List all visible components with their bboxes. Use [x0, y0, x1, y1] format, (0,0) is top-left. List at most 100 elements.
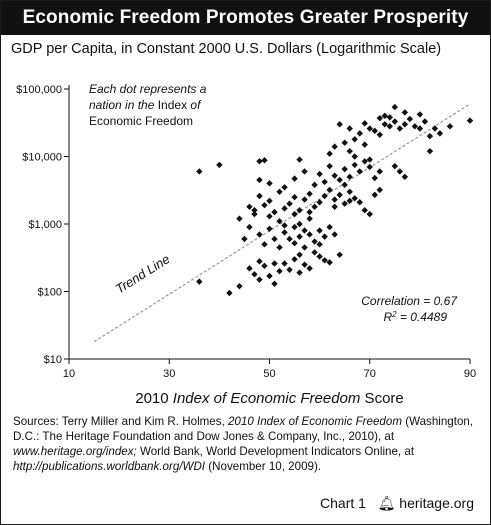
data-point: [291, 210, 298, 218]
data-point: [256, 176, 263, 184]
data-point: [426, 132, 434, 140]
data-point: [271, 235, 278, 243]
r-squared-part: 2: [391, 310, 397, 319]
data-point: [426, 147, 434, 155]
data-point: [331, 231, 338, 238]
data-point: [246, 265, 253, 272]
trend-line-label: Trend Line: [113, 251, 173, 296]
bell-icon: 🔔︎: [377, 495, 396, 511]
data-point: [316, 199, 323, 206]
data-point: [301, 168, 308, 175]
data-point: [341, 139, 348, 146]
data-point: [466, 117, 474, 124]
data-point: [251, 207, 258, 214]
data-point: [326, 162, 333, 170]
data-point: [266, 180, 273, 187]
data-point: [396, 168, 404, 175]
data-point: [301, 227, 308, 234]
data-point: [276, 267, 283, 275]
data-point: [266, 197, 273, 205]
source-publisher: (Washington, D.C.: The Heritage Foundati…: [13, 415, 474, 443]
data-point: [366, 156, 373, 163]
data-point: [436, 130, 444, 137]
source-book: 2010 Index of Economic Freedom: [227, 415, 402, 428]
r-squared-part: = 0.4489: [397, 310, 448, 324]
data-point: [396, 125, 404, 132]
data-point: [361, 207, 368, 214]
data-point: [296, 156, 303, 163]
source-worldbank: World Bank, World Development Indicators…: [136, 445, 415, 458]
data-point: [321, 178, 328, 186]
data-point: [331, 143, 338, 150]
r-squared-part: R: [383, 310, 392, 324]
source-note: Sources: Terry Miller and Kim R. Holmes,…: [13, 414, 483, 474]
y-tick-label: $10: [44, 354, 62, 366]
data-point: [331, 196, 338, 203]
data-point: [251, 210, 258, 218]
y-tick-label: $100: [38, 287, 62, 299]
data-point: [356, 199, 363, 206]
data-point: [386, 123, 393, 130]
data-point: [416, 125, 424, 132]
data-point: [326, 223, 333, 231]
trend-line: [93, 103, 471, 343]
annotation-part: Index: [158, 98, 187, 112]
data-point: [421, 118, 429, 125]
data-point: [401, 121, 409, 128]
data-point: [226, 289, 233, 297]
chart-title: Economic Freedom Promotes Greater Prospe…: [1, 1, 490, 35]
data-point: [306, 215, 313, 222]
data-point: [391, 162, 399, 170]
data-point: [271, 208, 278, 216]
data-point: [246, 223, 253, 231]
annotation-line-3: Economic Freedom: [89, 114, 193, 128]
data-point: [366, 210, 373, 218]
data-point: [311, 238, 318, 245]
data-point: [286, 235, 293, 243]
y-tick-label: $10,000: [22, 152, 62, 164]
y-tick-label: $1,000: [28, 219, 62, 231]
data-point: [371, 174, 378, 182]
data-point: [291, 175, 298, 182]
data-point: [336, 251, 343, 258]
data-point: [296, 233, 303, 240]
data-point: [381, 121, 388, 128]
data-point: [346, 197, 353, 205]
data-point: [306, 231, 313, 238]
x-tick-label: 90: [464, 368, 476, 380]
data-point: [376, 186, 383, 194]
data-point: [341, 181, 348, 189]
data-point: [366, 125, 373, 132]
y-tick-label: $100,000: [16, 84, 62, 96]
x-tick-label: 70: [364, 368, 376, 380]
data-point: [281, 260, 288, 267]
data-point: [276, 244, 283, 251]
source-date: (November 10, 2009).: [205, 460, 322, 473]
chart-number: Chart 1: [320, 495, 366, 511]
data-point: [291, 256, 298, 263]
data-point: [416, 111, 424, 118]
data-point: [286, 200, 293, 207]
source-url-heritage: www.heritage.org/index;: [13, 445, 137, 458]
data-point: [351, 195, 358, 202]
data-point: [356, 130, 363, 137]
data-point: [286, 266, 293, 273]
data-point: [411, 123, 419, 130]
scatter-plot: $10 $100 $1,000 $10,000 $100,000 10 30 50 70 90 20…: [16, 82, 476, 407]
data-point: [291, 193, 298, 201]
data-point: [336, 191, 343, 199]
data-point: [306, 190, 313, 198]
data-point: [336, 176, 343, 184]
data-point: [291, 239, 298, 247]
data-point: [296, 251, 303, 258]
data-point: [361, 120, 368, 127]
data-point: [296, 269, 303, 276]
data-point: [261, 201, 268, 209]
data-point: [371, 191, 378, 199]
data-point: [271, 260, 278, 267]
data-point: [271, 280, 278, 288]
data-point: [316, 253, 323, 260]
data-point: [261, 262, 268, 270]
data-point: [351, 153, 358, 160]
